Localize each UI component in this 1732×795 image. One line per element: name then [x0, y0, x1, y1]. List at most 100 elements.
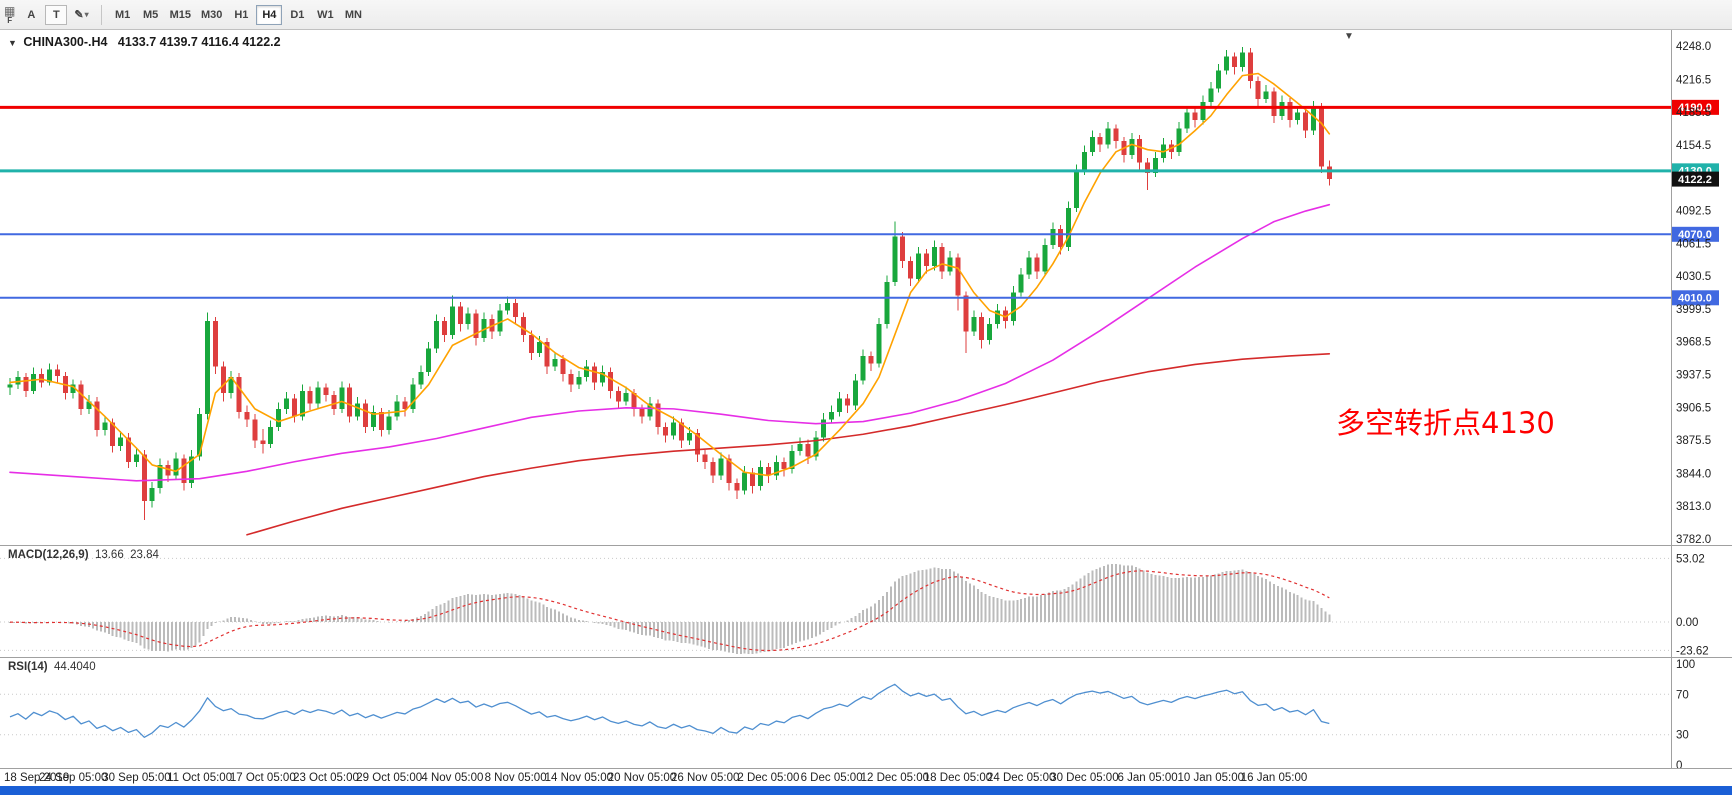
candle — [1216, 70, 1222, 89]
shapes-tool-button[interactable]: ✎ ▾ — [70, 5, 92, 25]
timeframe-button-h4[interactable]: H4 — [256, 4, 283, 25]
candle — [671, 422, 677, 436]
candle — [513, 303, 519, 317]
price-tick-label: 3813.0 — [1676, 501, 1711, 513]
candle — [1255, 80, 1261, 99]
ma-medium[interactable] — [9, 203, 1331, 482]
candle — [1184, 112, 1190, 129]
candle — [70, 384, 76, 393]
candle — [789, 451, 795, 470]
label-tool-button[interactable]: A — [27, 8, 36, 21]
level-price-box — [1672, 226, 1719, 242]
candle — [710, 461, 716, 476]
macd-signal-line — [9, 570, 1330, 652]
candle — [758, 467, 763, 487]
candle — [78, 384, 84, 409]
candle — [23, 377, 29, 391]
candle — [378, 412, 384, 431]
candle — [1034, 257, 1040, 272]
timeframe-button-m15[interactable]: M15 — [169, 8, 191, 21]
candle — [1295, 112, 1301, 121]
timeframe-button-m1[interactable]: M1 — [114, 8, 131, 21]
date-label: 24 Dec 05:00 — [987, 772, 1055, 784]
timeframe-button-h1[interactable]: H1 — [234, 8, 249, 21]
candle — [355, 403, 361, 417]
candle — [931, 247, 937, 267]
chart-shift-marker-icon[interactable]: ▼ — [1344, 31, 1354, 42]
candle — [607, 371, 613, 391]
candle — [837, 398, 842, 413]
candle — [47, 369, 52, 383]
candle — [165, 464, 171, 476]
candle — [868, 355, 874, 364]
price-tick-label: 3999.5 — [1676, 304, 1711, 316]
price-tick-label: 4092.5 — [1676, 206, 1711, 218]
candle — [181, 458, 187, 483]
toolbar-separator — [100, 4, 102, 25]
candle — [750, 472, 756, 487]
candle — [528, 334, 534, 353]
level-price-box — [1672, 99, 1719, 115]
candle — [236, 377, 242, 413]
timeframe-button-w1[interactable]: W1 — [317, 8, 334, 21]
price-tick-label: 3968.5 — [1676, 337, 1711, 349]
date-label: 20 Nov 05:00 — [608, 772, 676, 784]
candle — [197, 414, 203, 457]
candle — [1018, 274, 1024, 293]
candle — [1010, 292, 1016, 322]
candle — [773, 461, 779, 476]
macd-histogram — [9, 563, 1331, 655]
candle — [623, 393, 629, 402]
candle — [1271, 91, 1277, 116]
timeframe-button-d1[interactable]: D1 — [290, 8, 305, 21]
candle — [963, 295, 969, 332]
candle — [987, 324, 993, 341]
candle — [110, 422, 116, 446]
candle — [244, 412, 250, 420]
candle — [260, 440, 266, 444]
candle — [276, 408, 282, 427]
rsi-tick-label: 0 — [1676, 760, 1682, 772]
candle — [505, 303, 511, 311]
candle — [1129, 139, 1135, 155]
rsi-tick-label: 100 — [1676, 659, 1695, 671]
candle — [1113, 128, 1119, 142]
text-tool-button[interactable]: T — [45, 4, 68, 25]
level-price-box — [1672, 290, 1719, 306]
chart-background[interactable] — [0, 30, 1732, 795]
current-price-box — [1672, 171, 1719, 187]
candles-series — [7, 47, 1332, 520]
date-label: 30 Sep 05:00 — [102, 772, 170, 784]
candle — [765, 467, 771, 476]
window-grid-icon: ▦ — [4, 3, 16, 18]
candle — [734, 482, 740, 491]
candle — [600, 371, 605, 383]
timeframe-button-m30[interactable]: M30 — [200, 8, 223, 21]
candle — [844, 398, 850, 406]
candle — [908, 260, 914, 279]
pencil-icon: ✎ — [74, 9, 84, 21]
timeframe-button-mn[interactable]: MN — [344, 8, 362, 21]
candle — [663, 426, 669, 436]
date-label: 14 Nov 05:00 — [545, 772, 613, 784]
candle — [394, 401, 400, 417]
candle — [54, 369, 60, 377]
candle — [7, 384, 13, 388]
taskbar[interactable] — [0, 786, 1732, 795]
charts-grid-icon[interactable]: ▦ F — [4, 5, 15, 25]
candle — [536, 342, 542, 353]
candle — [291, 398, 297, 417]
candle — [592, 366, 598, 383]
timeframe-button-m5[interactable]: M5 — [142, 8, 159, 21]
candle — [31, 373, 37, 391]
ma-slow[interactable] — [246, 353, 1331, 536]
candle — [639, 408, 645, 417]
candle — [1153, 158, 1158, 173]
timeframe-group: M1 M5 M15 M30 H1 H4 D1 W1 MN — [110, 4, 367, 25]
chart-annotation-text[interactable]: 多空转折点4130 — [1336, 406, 1555, 440]
ma-fast[interactable] — [9, 72, 1331, 477]
candle — [339, 387, 345, 409]
